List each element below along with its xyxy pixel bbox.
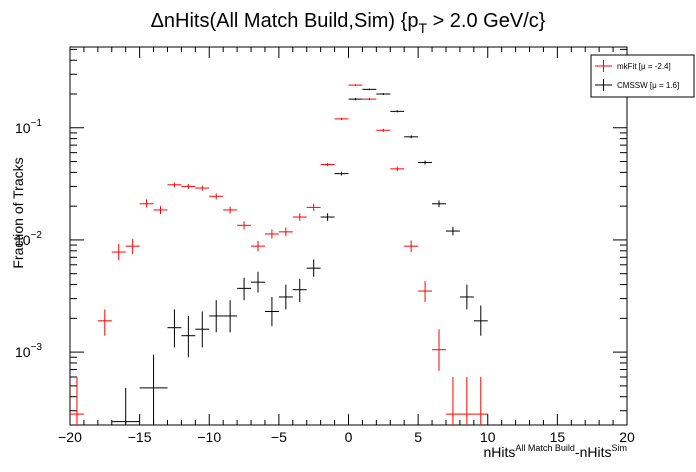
x-tick-label: 15 (550, 429, 566, 445)
data-point-mkfit (195, 185, 210, 191)
data-point-mkfit (237, 221, 252, 230)
x-axis-label-a-sup: All Match Build (515, 443, 575, 453)
data-point-mkfit (445, 376, 460, 425)
data-point-mkfit (153, 206, 168, 215)
data-point-cmssw (139, 354, 168, 425)
y-tick-label: 10−3 (15, 342, 42, 360)
chart-title: ΔnHits(All Match Build,Sim) {pT > 2.0 Ge… (151, 10, 546, 36)
data-point-mkfit (432, 329, 446, 371)
legend-box (590, 54, 695, 98)
x-axis-label-b: -nHits (575, 444, 612, 460)
data-point-mkfit (404, 240, 419, 253)
data-point-cmssw (334, 171, 349, 176)
data-points (70, 84, 488, 425)
data-point-mkfit (181, 184, 196, 189)
legend-label-mkfit: mkFit [μ = -2.4] (617, 62, 671, 71)
data-point-mkfit (97, 309, 112, 336)
data-point-mkfit (292, 213, 307, 221)
data-point-cmssw (195, 311, 210, 348)
data-point-mkfit (209, 193, 224, 200)
data-point-mkfit (320, 163, 335, 167)
chart-title-subscript: T (418, 20, 427, 36)
chart-title-main: ΔnHits(All Match Build,Sim) {p (151, 10, 419, 32)
x-axis-label-a: nHits (484, 444, 516, 460)
data-point-mkfit (348, 84, 363, 86)
data-point-cmssw (306, 259, 321, 277)
legend-label-cmssw: CMSSW [μ = 1.6] (617, 81, 679, 90)
data-point-mkfit (251, 240, 265, 252)
data-point-cmssw (320, 213, 335, 221)
data-point-cmssw (432, 200, 446, 208)
data-point-cmssw (348, 98, 363, 101)
data-point-mkfit (278, 227, 293, 237)
data-point-cmssw (473, 305, 488, 336)
data-point-cmssw (292, 278, 307, 302)
data-point-mkfit (334, 117, 349, 121)
y-tick-label: 10−2 (15, 230, 42, 248)
data-point-mkfit (264, 229, 279, 239)
data-point-mkfit (167, 182, 182, 188)
data-point-mkfit (459, 376, 474, 425)
legend: mkFit [μ = -2.4] CMSSW [μ = 1.6] (590, 54, 695, 98)
data-point-mkfit (306, 203, 321, 212)
data-point-cmssw (445, 226, 460, 236)
y-axis-label: Fraction of Tracks (10, 157, 26, 268)
x-tick-label: 5 (414, 429, 422, 445)
data-point-mkfit (390, 166, 405, 172)
data-point-cmssw (459, 284, 474, 310)
x-tick-label: −10 (197, 429, 221, 445)
data-point-cmssw (223, 300, 238, 333)
data-point-cmssw (390, 110, 405, 113)
data-point-cmssw (278, 284, 293, 310)
x-tick-label: 20 (619, 429, 635, 445)
data-point-mkfit (418, 281, 433, 302)
data-point-cmssw (264, 296, 279, 327)
data-point-mkfit (223, 206, 238, 214)
axis-tick-labels: −20 −15 −10 −5 0 5 10 15 20 10−1 10−2 10−3 (15, 118, 635, 445)
x-axis-label-b-sup: Sim (612, 443, 628, 453)
data-point-cmssw (251, 271, 265, 293)
data-point-mkfit (376, 128, 391, 132)
data-point-mkfit (139, 199, 154, 208)
data-point-cmssw (362, 88, 377, 91)
data-point-cmssw (404, 135, 419, 139)
legend-marker-mkfit (595, 60, 612, 72)
data-point-mkfit (125, 238, 140, 254)
x-tick-label: −20 (58, 429, 82, 445)
data-point-cmssw (167, 309, 182, 348)
data-point-mkfit (70, 376, 84, 425)
x-axis-label: nHitsAll Match Build-nHitsSim (484, 443, 628, 460)
data-point-cmssw (181, 315, 196, 358)
x-tick-label: −15 (128, 429, 152, 445)
data-point-mkfit (362, 98, 377, 101)
y-tick-label: 10−1 (15, 118, 42, 136)
data-point-mkfit (111, 243, 126, 261)
data-point-cmssw (376, 93, 391, 95)
data-point-cmssw (111, 387, 140, 425)
data-point-cmssw (237, 277, 252, 301)
data-point-cmssw (209, 300, 224, 333)
data-point-mkfit (473, 376, 488, 425)
chart-title-tail: > 2.0 GeV/c} (427, 10, 546, 32)
x-tick-label: −5 (271, 429, 287, 445)
x-tick-label: 0 (345, 429, 353, 445)
x-tick-label: 10 (480, 429, 496, 445)
legend-marker-cmssw (595, 79, 612, 91)
data-point-cmssw (418, 160, 433, 165)
